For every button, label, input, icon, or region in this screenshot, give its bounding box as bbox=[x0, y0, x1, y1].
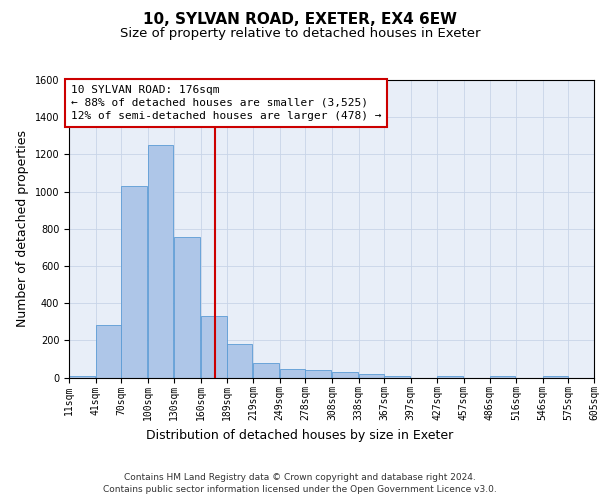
Bar bbox=[175, 237, 200, 378]
Text: Contains HM Land Registry data © Crown copyright and database right 2024.: Contains HM Land Registry data © Crown c… bbox=[124, 472, 476, 482]
Bar bbox=[253, 362, 279, 378]
Bar bbox=[542, 376, 568, 378]
Bar bbox=[69, 376, 95, 378]
Bar bbox=[227, 344, 252, 378]
Text: 10 SYLVAN ROAD: 176sqm
← 88% of detached houses are smaller (3,525)
12% of semi-: 10 SYLVAN ROAD: 176sqm ← 88% of detached… bbox=[71, 84, 381, 121]
Bar bbox=[305, 370, 331, 378]
Bar bbox=[437, 376, 463, 378]
Bar bbox=[490, 376, 515, 378]
Bar bbox=[280, 369, 305, 378]
Bar bbox=[201, 316, 227, 378]
Bar bbox=[359, 374, 384, 378]
Bar bbox=[95, 326, 121, 378]
Bar bbox=[121, 186, 147, 378]
Y-axis label: Number of detached properties: Number of detached properties bbox=[16, 130, 29, 327]
Text: Contains public sector information licensed under the Open Government Licence v3: Contains public sector information licen… bbox=[103, 485, 497, 494]
Text: 10, SYLVAN ROAD, EXETER, EX4 6EW: 10, SYLVAN ROAD, EXETER, EX4 6EW bbox=[143, 12, 457, 28]
Bar bbox=[332, 372, 358, 378]
Bar bbox=[384, 376, 410, 378]
Text: Distribution of detached houses by size in Exeter: Distribution of detached houses by size … bbox=[146, 428, 454, 442]
Bar bbox=[148, 145, 173, 378]
Text: Size of property relative to detached houses in Exeter: Size of property relative to detached ho… bbox=[120, 28, 480, 40]
